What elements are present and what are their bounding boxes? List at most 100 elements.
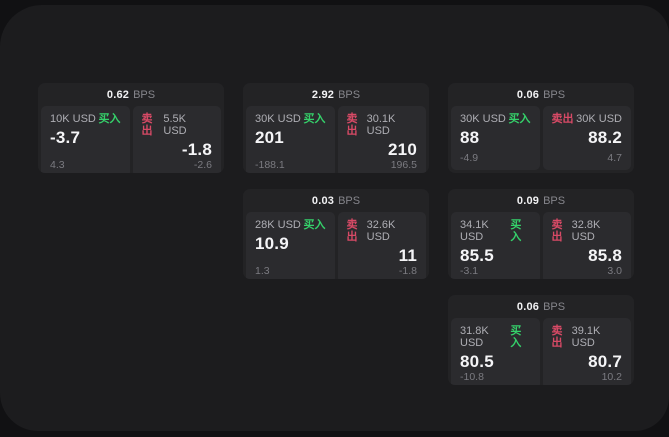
buy-top-row: 10K USD 买入 (50, 113, 121, 125)
card-body: 28K USD 买入 10.9 1.3 卖出 32.6K USD 11 -1.8 (243, 212, 429, 279)
sell-amount: 39.1K USD (571, 325, 601, 349)
buy-amount: 30K USD (255, 113, 301, 125)
buy-delta: 4.3 (50, 159, 65, 171)
bps-header: 0.03 BPS (243, 189, 429, 212)
buy-top-row: 34.1K USD 买入 (460, 219, 531, 243)
bps-unit: BPS (543, 300, 566, 313)
buy-price: -3.7 (50, 128, 81, 147)
buy-amount: 30K USD (460, 113, 506, 125)
card-body: 30K USD 买入 201 -188.1 卖出 30.1K USD 210 1… (243, 106, 429, 173)
sell-delta: 4.7 (607, 152, 622, 164)
buy-amount: 10K USD (50, 113, 96, 125)
sell-amount: 30.1K USD (366, 113, 396, 137)
bps-value: 0.06 (516, 88, 540, 101)
sell-pane[interactable]: 卖出 30.1K USD 210 196.5 (337, 106, 426, 173)
sell-delta: -2.6 (193, 159, 212, 171)
buy-amount: 28K USD (255, 219, 301, 231)
buy-top-row: 30K USD 买入 (460, 113, 531, 125)
sell-price: 85.8 (588, 246, 622, 265)
sell-side-label: 卖出 (551, 325, 563, 349)
buy-side-label: 买入 (508, 113, 531, 125)
bps-unit: BPS (543, 194, 566, 207)
quote-card: 0.09 BPS 34.1K USD 买入 85.5 -3.1 卖出 32.8K… (448, 189, 634, 279)
sell-amount: 32.6K USD (366, 219, 396, 243)
app-panel: 0.62 BPS 10K USD 买入 -3.7 4.3 卖出 5.5K USD (0, 5, 669, 431)
buy-top-row: 31.8K USD 买入 (460, 325, 531, 349)
sell-price: 88.2 (588, 128, 622, 147)
buy-side-label: 买入 (510, 325, 522, 349)
buy-delta: -188.1 (255, 159, 285, 171)
sell-top-row: 卖出 32.6K USD (347, 219, 418, 243)
buy-pane[interactable]: 34.1K USD 买入 85.5 -3.1 (451, 212, 540, 279)
buy-price: 10.9 (255, 234, 289, 253)
buy-side-label: 买入 (510, 219, 522, 243)
quote-card: 2.92 BPS 30K USD 买入 201 -188.1 卖出 30.1K … (243, 83, 429, 173)
bps-value: 0.62 (106, 88, 130, 101)
buy-price: 85.5 (460, 246, 494, 265)
sell-side-label: 卖出 (346, 219, 358, 243)
sell-price: 11 (398, 246, 417, 265)
buy-amount: 34.1K USD (460, 219, 489, 243)
sell-delta: 10.2 (601, 371, 622, 383)
quote-card-grid: 0.62 BPS 10K USD 买入 -3.7 4.3 卖出 5.5K USD (38, 83, 634, 385)
buy-pane[interactable]: 28K USD 买入 10.9 1.3 (246, 212, 335, 279)
bps-value: 0.06 (516, 300, 540, 313)
sell-amount: 32.8K USD (571, 219, 601, 243)
card-body: 10K USD 买入 -3.7 4.3 卖出 5.5K USD -1.8 -2.… (38, 106, 224, 173)
buy-delta: -10.8 (460, 371, 484, 383)
buy-side-label: 买入 (98, 113, 121, 125)
sell-price: -1.8 (181, 140, 212, 159)
sell-delta: 196.5 (390, 159, 417, 171)
bps-value: 2.92 (311, 88, 335, 101)
sell-amount: 30K USD (576, 113, 622, 125)
card-body: 30K USD 买入 88 -4.9 卖出 30K USD 88.2 4.7 (448, 106, 634, 173)
sell-price: 80.7 (588, 352, 622, 371)
bps-unit: BPS (543, 88, 566, 101)
buy-side-label: 买入 (303, 219, 326, 231)
sell-amount: 5.5K USD (163, 113, 187, 137)
sell-price: 210 (388, 140, 417, 159)
buy-pane[interactable]: 30K USD 买入 201 -188.1 (246, 106, 335, 173)
quote-card: 0.62 BPS 10K USD 买入 -3.7 4.3 卖出 5.5K USD (38, 83, 224, 173)
quote-card: 0.06 BPS 31.8K USD 买入 80.5 -10.8 卖出 39.1… (448, 295, 634, 385)
buy-pane[interactable]: 10K USD 买入 -3.7 4.3 (41, 106, 130, 173)
card-body: 31.8K USD 买入 80.5 -10.8 卖出 39.1K USD 80.… (448, 318, 634, 385)
bps-value: 0.03 (311, 194, 335, 207)
sell-top-row: 卖出 30.1K USD (347, 113, 418, 137)
buy-price: 201 (255, 128, 284, 147)
buy-delta: -3.1 (460, 265, 479, 277)
sell-side-label: 卖出 (346, 113, 358, 137)
buy-delta: 1.3 (255, 265, 270, 277)
sell-side-label: 卖出 (141, 113, 153, 137)
buy-top-row: 30K USD 买入 (255, 113, 326, 125)
buy-price: 88 (460, 128, 480, 147)
buy-price: 80.5 (460, 352, 494, 371)
sell-top-row: 卖出 39.1K USD (552, 325, 623, 349)
sell-delta: 3.0 (607, 265, 622, 277)
buy-delta: -4.9 (460, 152, 479, 164)
buy-top-row: 28K USD 买入 (255, 219, 326, 231)
sell-side-label: 卖出 (551, 219, 563, 243)
buy-pane[interactable]: 31.8K USD 买入 80.5 -10.8 (451, 318, 540, 385)
buy-amount: 31.8K USD (460, 325, 489, 349)
buy-side-label: 买入 (303, 113, 326, 125)
bps-header: 0.62 BPS (38, 83, 224, 106)
bps-unit: BPS (338, 88, 361, 101)
card-body: 34.1K USD 买入 85.5 -3.1 卖出 32.8K USD 85.8… (448, 212, 634, 279)
sell-top-row: 卖出 32.8K USD (552, 219, 623, 243)
bps-unit: BPS (338, 194, 361, 207)
buy-pane[interactable]: 30K USD 买入 88 -4.9 (451, 106, 540, 170)
bps-value: 0.09 (516, 194, 540, 207)
sell-pane[interactable]: 卖出 32.8K USD 85.8 3.0 (542, 212, 631, 279)
sell-delta: -1.8 (398, 265, 417, 277)
sell-pane[interactable]: 卖出 30K USD 88.2 4.7 (542, 106, 631, 170)
sell-pane[interactable]: 卖出 5.5K USD -1.8 -2.6 (132, 106, 221, 173)
bps-header: 0.09 BPS (448, 189, 634, 212)
quote-card: 0.06 BPS 30K USD 买入 88 -4.9 卖出 30K USD (448, 83, 634, 173)
bps-header: 0.06 BPS (448, 83, 634, 106)
sell-pane[interactable]: 卖出 32.6K USD 11 -1.8 (337, 212, 426, 279)
sell-side-label: 卖出 (551, 113, 574, 125)
sell-top-row: 卖出 5.5K USD (142, 113, 213, 137)
sell-pane[interactable]: 卖出 39.1K USD 80.7 10.2 (542, 318, 631, 385)
bps-unit: BPS (133, 88, 156, 101)
